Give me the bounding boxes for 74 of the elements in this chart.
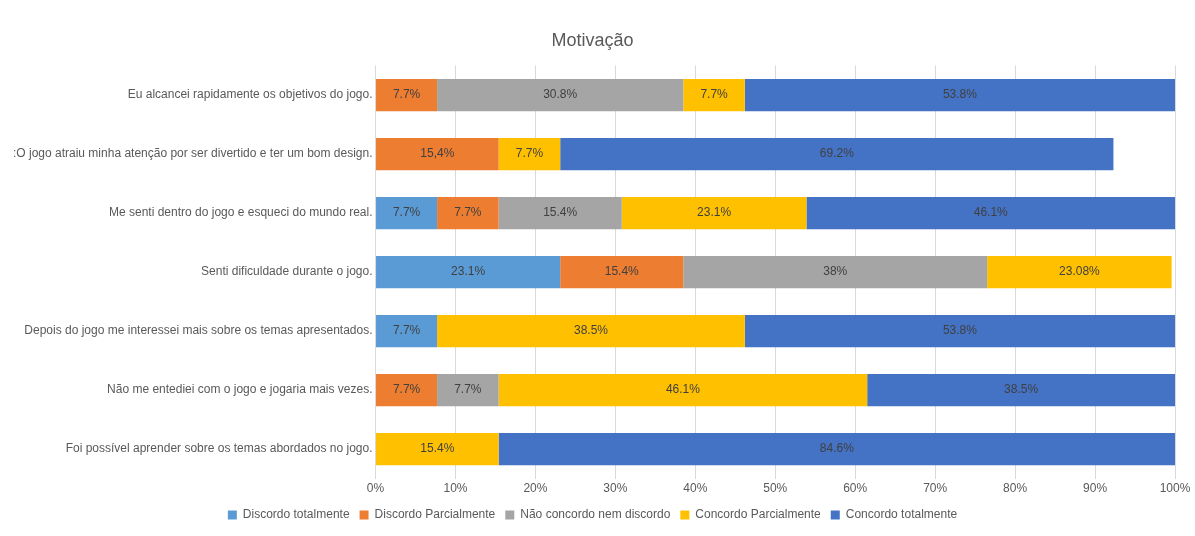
bar [376,255,561,289]
data-label: 30.8% [543,87,578,102]
data-label: 38% [823,264,848,279]
x-tick-label: 70% [923,481,948,496]
y-tick-label: Eu alcancei rapidamente os objetivos do jogo. [127,87,373,102]
y-tick-label: Não me entediei com o jogo e jogaria mais vezes. [107,382,373,397]
bar [683,255,988,289]
x-tick-label: 100% [1159,481,1191,496]
legend-label: Discordo Parcialmente [374,507,496,522]
bar [987,255,1172,289]
data-label: 7.7% [392,205,421,220]
data-label: 84.6% [819,441,855,456]
bar [376,432,499,466]
bar [498,373,868,407]
x-tick-label: 80% [1003,481,1028,496]
bar [376,196,438,230]
data-label: 15.4% [604,264,640,279]
legend-label: Discordo totalmente [242,507,350,522]
data-label: 69.2% [819,146,855,161]
data-label: 7.7% [454,382,482,397]
data-label: 38.5% [573,323,609,338]
bar [498,196,622,230]
data-label: 15,4% [420,146,455,161]
legend-label: Concordo Parcialmente [695,507,822,522]
data-label: 7.7% [392,382,421,397]
bar [376,78,438,112]
legend-label: Não concordo nem discordo [520,507,671,522]
bar [376,137,499,171]
data-label: 46.1% [973,205,1009,220]
bar [621,196,807,230]
data-label: 7.7% [700,87,729,102]
bar [437,314,745,348]
y-tick-label: :O jogo atraiu minha atenção por ser divertido e ter um bom design. [12,146,373,161]
bar [498,432,1175,466]
data-label: 15.4% [543,205,578,220]
bar [867,373,1175,407]
data-label: 53.8% [942,323,978,338]
data-label: 23.1% [451,264,486,279]
chart-title: Motivação [551,29,634,50]
data-label: 38.5% [1004,382,1039,397]
data-label: 23.08% [1059,264,1101,279]
x-tick-label: 30% [603,481,628,496]
bar [744,314,1175,348]
data-label: 46.1% [665,382,701,397]
bar [437,78,684,112]
x-tick-label: 60% [843,481,868,496]
bar [498,137,561,171]
bar [560,255,684,289]
data-label: 7.7% [392,323,421,338]
data-label: 7.7% [454,205,482,220]
x-tick-label: 90% [1083,481,1108,496]
y-tick-label: Depois do jogo me interessei mais sobre os temas apresentados. [24,323,373,338]
bar [376,373,438,407]
data-label: 15.4% [420,441,455,456]
x-tick-label: 10% [443,481,468,496]
y-tick-label: Foi possível aprender sobre os temas abordados no jogo. [65,441,373,456]
data-label: 7.7% [515,146,544,161]
legend-label: Concordo totalmente [845,507,958,522]
bar [376,314,438,348]
x-tick-label: 40% [683,481,708,496]
data-label: 7.7% [392,87,421,102]
x-tick-label: 20% [523,481,548,496]
y-tick-label: Senti dificuldade durante o jogo. [201,264,373,279]
bar [560,137,1114,171]
x-tick-label: 0% [366,481,385,496]
x-tick-label: 50% [763,481,788,496]
data-label: 53.8% [942,87,978,102]
bar [744,78,1175,112]
bar [806,196,1175,230]
bar [683,78,745,112]
bar [437,196,499,230]
y-tick-label: Me senti dentro do jogo e esqueci do mundo real. [109,205,373,220]
data-label: 23.1% [697,205,732,220]
bar [437,373,499,407]
